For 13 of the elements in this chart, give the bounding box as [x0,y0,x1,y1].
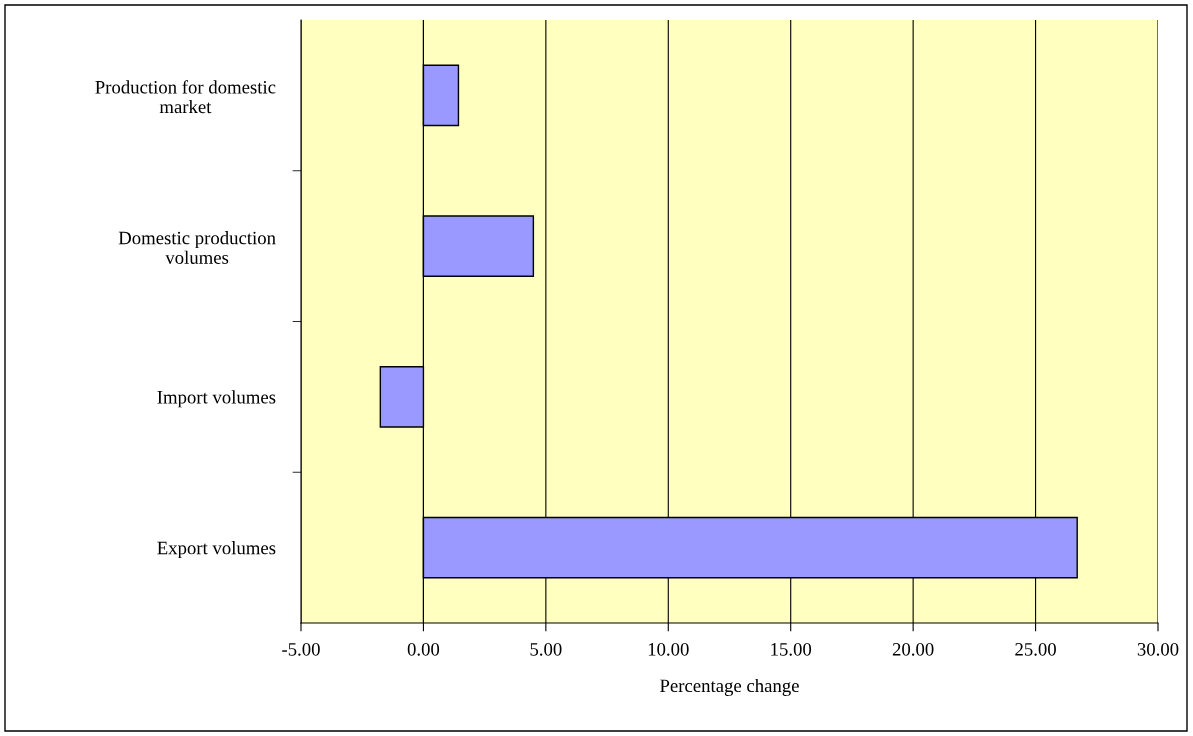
y-tick-label: Export volumes [157,541,276,559]
x-tick-label: 0.00 [407,642,440,656]
x-tick-label: 20.00 [892,642,934,656]
x-axis-title: Percentage change [660,678,799,696]
y-tick-label: Import volumes [157,390,276,408]
x-tick-label: 25.00 [1015,642,1056,656]
x-tick-label: 10.00 [648,642,689,656]
x-tick-label: -5.00 [282,642,320,656]
x-tick-label: 15.00 [771,642,812,656]
x-tick-label: 30.00 [1137,642,1179,656]
x-tick-label: 5.00 [530,642,562,656]
y-tick-label: Domestic production volumes [118,231,276,264]
y-tick-label: Production for domestic market [95,80,276,114]
